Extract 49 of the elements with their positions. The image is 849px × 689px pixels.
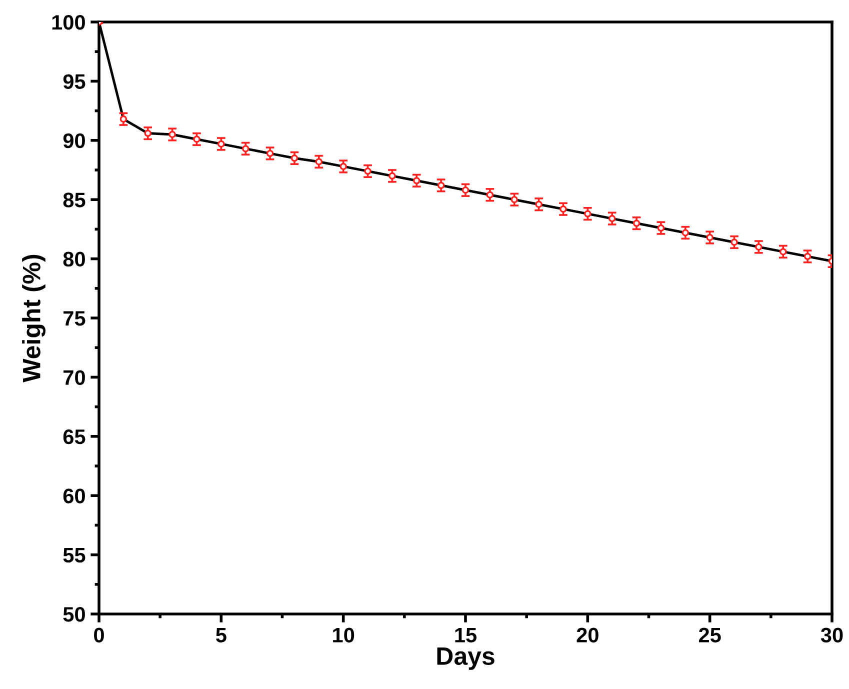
x-tick-label: 10 <box>333 628 354 642</box>
point <box>535 200 542 208</box>
y-tick-label: 50 <box>63 607 85 622</box>
y-tick-label: 95 <box>63 74 86 89</box>
x-tick-label: 0 <box>94 628 104 642</box>
point <box>755 243 762 251</box>
point <box>266 150 274 158</box>
point <box>218 140 225 148</box>
y-tick-label: 80 <box>63 252 85 267</box>
point <box>315 158 323 166</box>
y-tick-label: 65 <box>63 429 86 444</box>
point <box>364 168 372 175</box>
point <box>682 229 690 236</box>
point <box>510 196 518 204</box>
point <box>462 186 470 194</box>
y-tick-label: 55 <box>63 548 86 563</box>
y-tick-label: 70 <box>64 370 85 385</box>
point <box>340 162 347 170</box>
x-tick-label: 30 <box>820 628 843 643</box>
point <box>730 238 738 246</box>
point <box>120 115 128 123</box>
point <box>657 224 665 232</box>
point <box>632 220 640 227</box>
point <box>290 154 298 162</box>
y-tick-label: 60 <box>63 488 85 504</box>
point <box>388 172 396 180</box>
y-tick-label: 100 <box>52 15 85 30</box>
point <box>608 214 616 222</box>
x-tick-label: 5 <box>216 628 226 642</box>
y-tick-label: 75 <box>64 311 86 326</box>
y-axis-title: Weight (%) <box>22 254 46 382</box>
point <box>413 177 420 184</box>
x-tick-label: 15 <box>455 628 477 642</box>
point <box>560 205 567 213</box>
point <box>437 182 445 190</box>
point <box>242 145 250 152</box>
point <box>168 130 176 138</box>
x-axis-title: Days <box>437 648 494 670</box>
point <box>706 234 714 242</box>
point <box>486 191 494 198</box>
point <box>193 136 200 143</box>
point <box>584 210 592 218</box>
y-tick-label: 90 <box>63 133 85 148</box>
x-tick-label: 20 <box>576 628 598 642</box>
y-tick-label: 85 <box>63 192 86 208</box>
point <box>780 248 787 256</box>
point <box>804 252 812 260</box>
point <box>144 130 152 137</box>
x-tick-label: 25 <box>698 628 721 642</box>
